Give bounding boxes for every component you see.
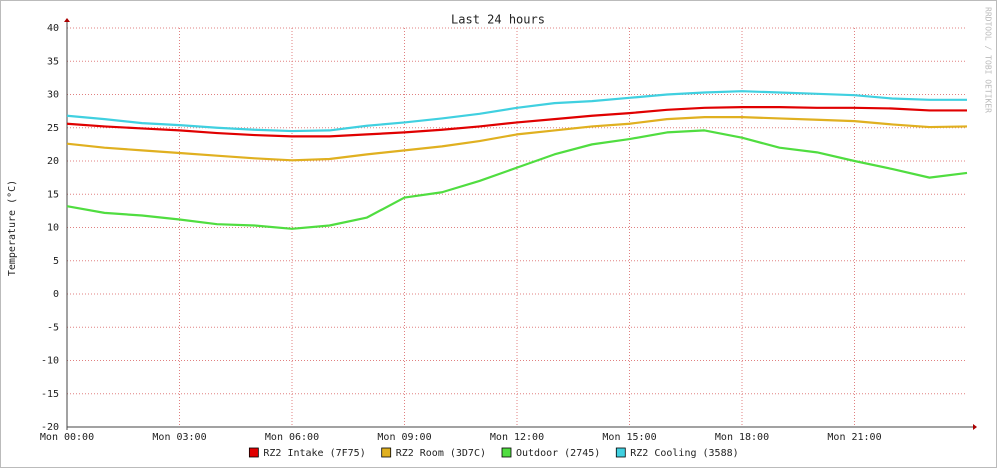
series-line: [66, 106, 967, 138]
legend-label: RZ2 Room (3D7C): [396, 448, 486, 459]
y-tick-label: 0: [53, 289, 59, 300]
y-axis-label: Temperature (°C): [7, 180, 18, 276]
watermark: RRDTOOL / TOBI OETIKER: [984, 7, 993, 113]
y-tick-label: -20: [41, 422, 59, 433]
series-line: [66, 129, 968, 230]
series-line: [66, 116, 968, 162]
legend-swatch: [248, 447, 259, 458]
y-tick-label: 20: [47, 156, 59, 167]
arrow: [64, 18, 70, 22]
x-tick-label: Mon 09:00: [377, 432, 431, 443]
arrow: [973, 424, 977, 430]
x-tick-label: Mon 06:00: [265, 432, 319, 443]
series-line: [66, 90, 967, 133]
y-tick-label: -10: [41, 356, 59, 367]
legend-swatch: [615, 447, 626, 458]
legend-label: RZ2 Intake (7F75): [263, 448, 365, 459]
x-tick-label: Mon 18:00: [715, 432, 769, 443]
y-tick-label: 30: [47, 90, 59, 101]
y-tick-label: 15: [47, 189, 59, 200]
y-tick-label: 25: [47, 123, 59, 134]
y-tick-label: 40: [47, 23, 59, 34]
legend-label: Outdoor (2745): [516, 448, 600, 459]
y-tick-label: 35: [47, 56, 59, 67]
y-tick-label: 5: [53, 256, 59, 267]
x-tick-label: Mon 00:00: [40, 432, 94, 443]
legend-swatch: [381, 447, 392, 458]
legend-swatch: [501, 447, 512, 458]
y-tick-label: -5: [47, 322, 59, 333]
x-tick-label: Mon 15:00: [602, 432, 656, 443]
x-tick-label: Mon 12:00: [490, 432, 544, 443]
legend-label: RZ2 Cooling (3588): [630, 448, 738, 459]
x-tick-label: Mon 03:00: [152, 432, 206, 443]
x-tick-label: Mon 21:00: [827, 432, 881, 443]
chart-title: Last 24 hours: [451, 13, 545, 27]
y-tick-label: -15: [41, 389, 59, 400]
y-tick-label: 10: [47, 223, 59, 234]
